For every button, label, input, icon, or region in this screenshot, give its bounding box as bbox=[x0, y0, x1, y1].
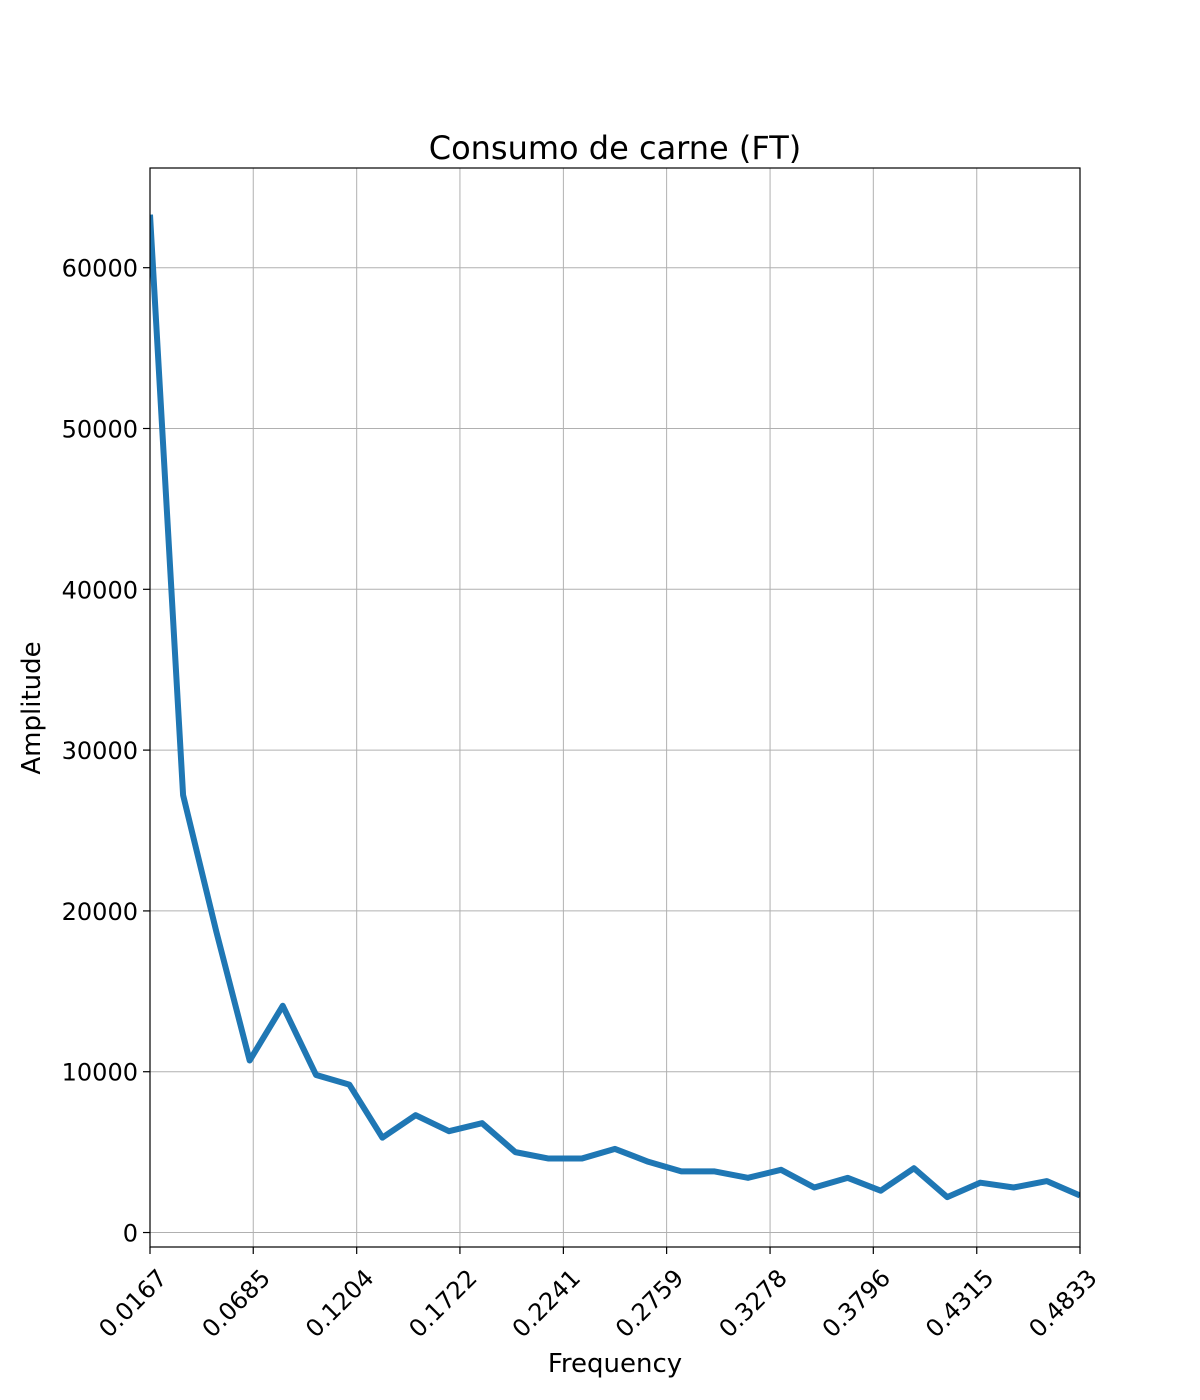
series-line bbox=[150, 214, 1080, 1201]
x-tick-label: 0.3796 bbox=[817, 1264, 896, 1343]
x-tick-label: 0.2759 bbox=[610, 1264, 689, 1343]
ticks: 0.0167 0.0685 0.1204 0.1722 0.2241 0.2759 0.32… bbox=[62, 255, 1103, 1343]
x-tick-label: 0.0685 bbox=[197, 1264, 276, 1343]
y-tick-label: 40000 bbox=[62, 576, 138, 604]
x-tick-label: 0.1204 bbox=[300, 1264, 379, 1343]
x-tick-label: 0.0167 bbox=[93, 1264, 172, 1343]
y-tick-label: 0 bbox=[123, 1220, 138, 1248]
y-tick-label: 20000 bbox=[62, 898, 138, 926]
y-tick-label: 50000 bbox=[62, 416, 138, 444]
x-tick-label: 0.1722 bbox=[403, 1264, 482, 1343]
y-tick-label: 10000 bbox=[62, 1059, 138, 1087]
x-axis-label: Frequency bbox=[548, 1349, 682, 1379]
plot-frame bbox=[149, 167, 1081, 1248]
x-tick-label: 0.4833 bbox=[1023, 1264, 1102, 1343]
y-axis-label: Amplitude bbox=[17, 641, 47, 774]
y-tick-label: 30000 bbox=[62, 737, 138, 765]
x-tick-label: 0.3278 bbox=[714, 1264, 793, 1343]
x-tick-label: 0.2241 bbox=[507, 1264, 586, 1343]
chart-title: Consumo de carne (FT) bbox=[429, 129, 802, 167]
y-tick-label: 60000 bbox=[62, 255, 138, 283]
grid bbox=[149, 168, 1081, 1247]
x-tick-label: 0.4315 bbox=[920, 1264, 999, 1343]
series-layer bbox=[150, 214, 1080, 1201]
